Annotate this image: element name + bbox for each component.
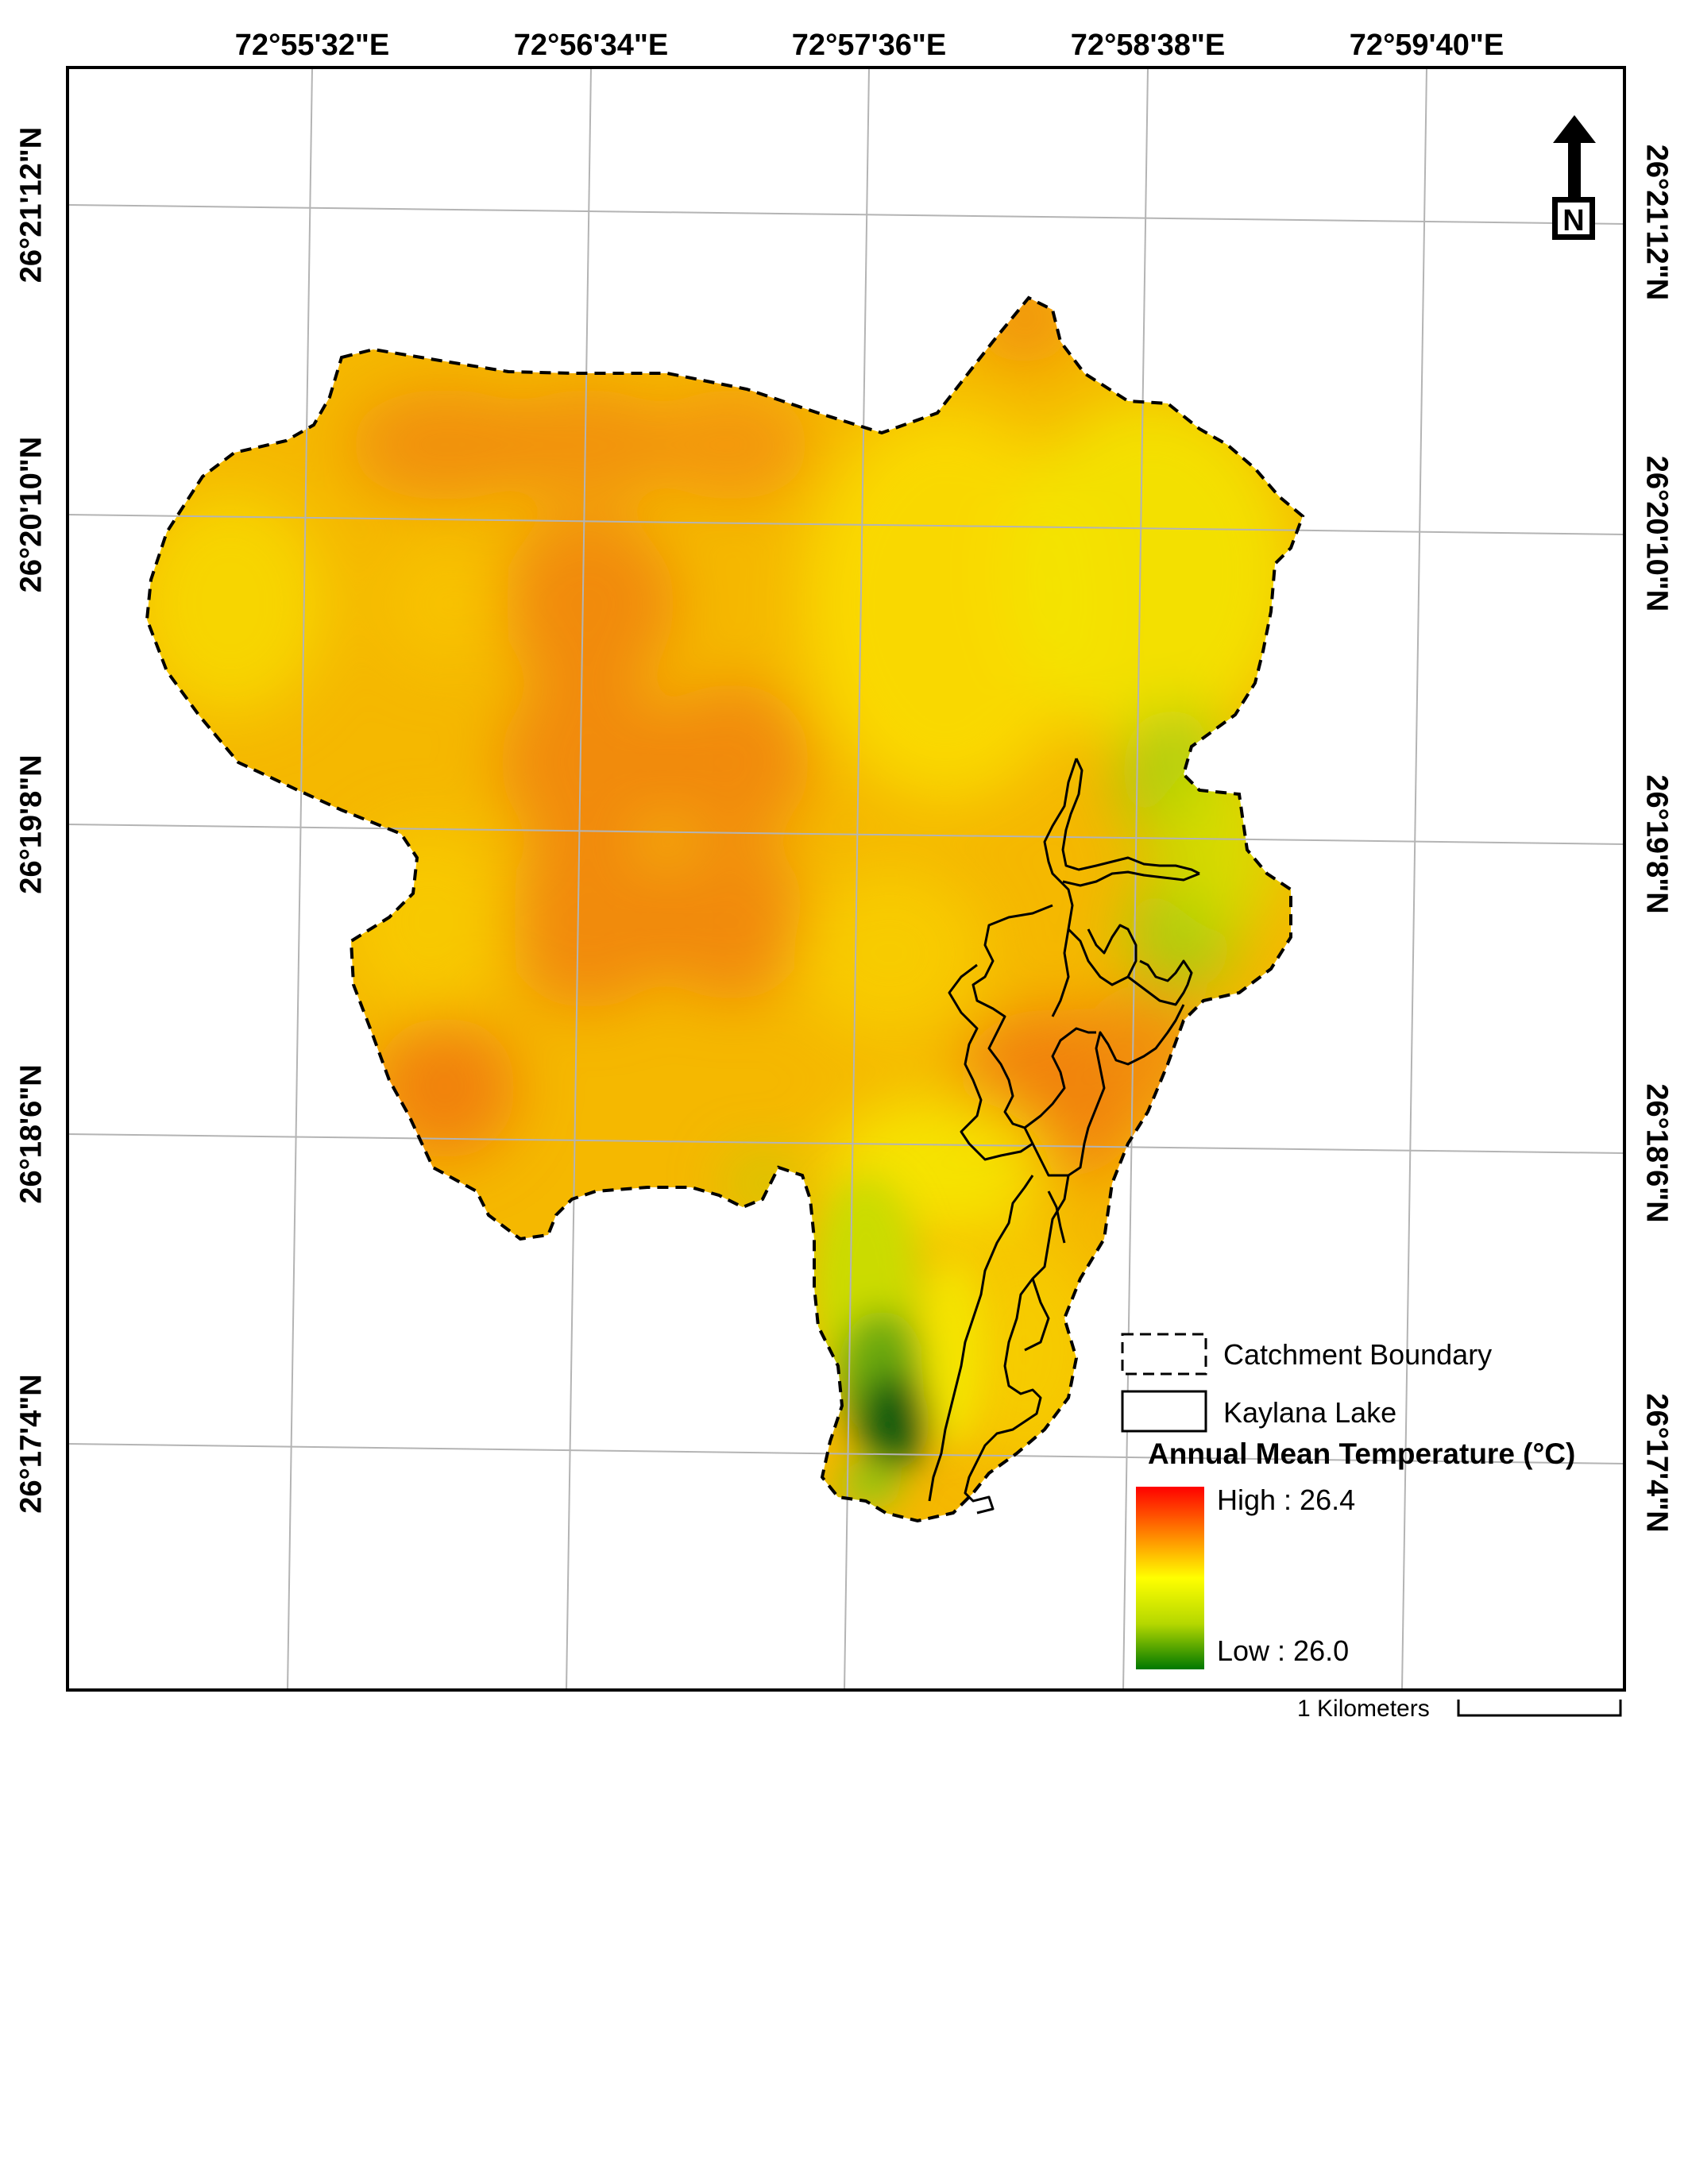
longitude-label-5: 72°59'40"E (1349, 29, 1505, 62)
longitude-label-2: 72°56'34"E (513, 29, 669, 62)
north-arrow-letter: N (1562, 204, 1584, 237)
legend-catchment-label: Catchment Boundary (1223, 1338, 1493, 1371)
scale-bar-label: 1 Kilometers (1297, 1696, 1430, 1722)
longitude-label-1: 72°55'32"E (234, 29, 390, 62)
legend-color-ramp (1136, 1487, 1204, 1669)
legend-lake-label: Kaylana Lake (1223, 1396, 1397, 1429)
kaylana-lake (928, 758, 1200, 1515)
longitude-label-4: 72°58'38"E (1070, 29, 1226, 62)
north-arrow-icon (1552, 115, 1596, 240)
map-frame (66, 66, 1626, 1692)
legend-lake-symbol (1121, 1390, 1207, 1433)
legend-title: Annual Mean Temperature (°C) (1148, 1437, 1576, 1470)
legend-catchment-symbol (1121, 1333, 1207, 1376)
catchment-boundary (145, 295, 1305, 1523)
scale-bar (1457, 1700, 1622, 1717)
legend-high-label: High : 26.4 (1217, 1484, 1356, 1516)
longitude-label-3: 72°57'36"E (791, 29, 947, 62)
legend-low-label: Low : 26.0 (1217, 1634, 1350, 1667)
graticule (67, 67, 1625, 1691)
